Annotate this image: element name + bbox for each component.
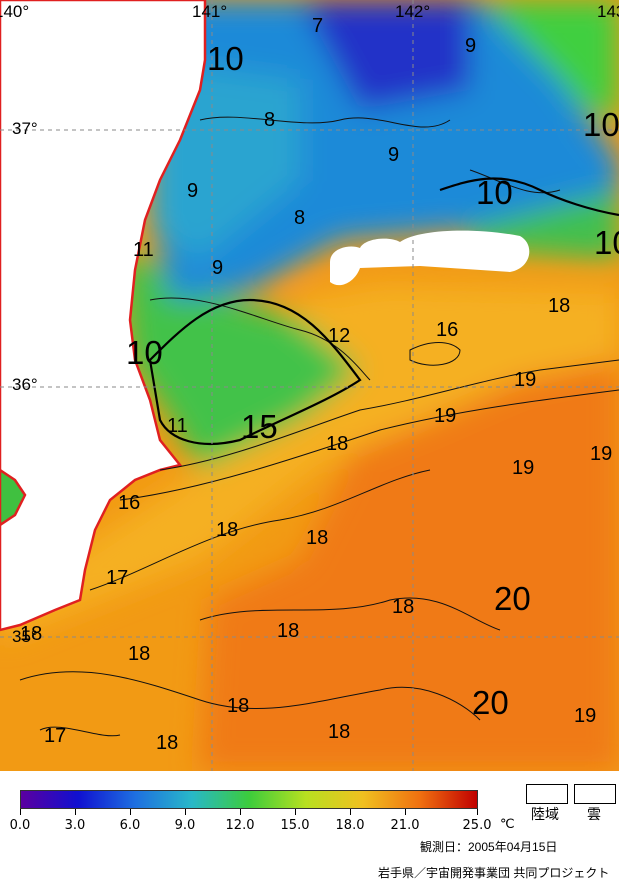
color-bar-tick — [477, 809, 478, 815]
longitude-label-140: 140° — [0, 2, 30, 21]
isotherm-label: 17 — [44, 725, 67, 747]
color-bar-tick — [20, 809, 21, 815]
longitude-label-141: 141° — [192, 2, 228, 21]
isotherm-label: 12 — [328, 325, 351, 347]
isotherm-label: 18 — [128, 643, 151, 665]
land-label: 陸域 — [531, 806, 559, 822]
isotherm-label: 17 — [106, 567, 129, 589]
legend-panel — [0, 771, 619, 881]
credit-text: 岩手県／宇宙開発事業団 共同プロジェクト — [378, 866, 610, 880]
isotherm-label: 18 — [548, 295, 571, 317]
latitude-label-36: 36° — [12, 375, 38, 394]
color-bar-tick-label: 25.0 — [462, 818, 492, 833]
isotherm-label-major: 20 — [472, 684, 509, 721]
color-bar-tick-label: 15.0 — [280, 818, 310, 833]
isotherm-label-major: 10 — [476, 174, 513, 211]
isotherm-label: 18 — [328, 721, 351, 743]
color-bar-tick-label: 0.0 — [9, 818, 31, 833]
land-swatch — [526, 784, 568, 804]
isotherm-label: 9 — [465, 35, 477, 57]
isotherm-label-major: 10 — [207, 40, 244, 77]
isotherm-label-major: 15 — [241, 408, 278, 445]
color-bar-tick-label: 9.0 — [174, 818, 196, 833]
isotherm-label-major: 10 — [583, 106, 619, 143]
isotherm-label: 9 — [388, 144, 400, 166]
color-bar-tick — [295, 809, 296, 815]
isotherm-label: 8 — [264, 109, 276, 131]
temperature-color-bar — [20, 790, 478, 809]
sea-surface-temperature-map — [0, 0, 619, 771]
isotherm-label: 18 — [306, 527, 329, 549]
isotherm-label: 19 — [512, 457, 535, 479]
isotherm-label: 19 — [574, 705, 597, 727]
color-bar-tick — [350, 809, 351, 815]
cloud-swatch — [574, 784, 616, 804]
unit-label: ℃ — [500, 816, 515, 831]
isotherm-label: 11 — [133, 239, 154, 261]
isotherm-label: 18 — [277, 620, 300, 642]
isotherm-label: 18 — [227, 695, 250, 717]
color-bar-tick-label: 3.0 — [64, 818, 86, 833]
isotherm-label: 18 — [216, 519, 239, 541]
color-bar-tick-label: 18.0 — [335, 818, 365, 833]
color-bar-tick — [75, 809, 76, 815]
isotherm-label: 8 — [294, 207, 306, 229]
isotherm-label-major: 10 — [126, 334, 163, 371]
cloud-label: 雲 — [587, 806, 601, 822]
isotherm-label: 7 — [312, 15, 324, 37]
isotherm-label: 19 — [514, 369, 537, 391]
color-bar-tick-label: 21.0 — [390, 818, 420, 833]
longitude-label-143: 143° — [597, 2, 619, 21]
color-bar-tick — [185, 809, 186, 815]
color-bar-tick-label: 12.0 — [225, 818, 255, 833]
observation-date: 観測日：2005年04月15日 — [420, 840, 558, 854]
isotherm-label-major: 10 — [594, 224, 619, 261]
isotherm-label: 19 — [590, 443, 613, 465]
isotherm-label: 11 — [167, 415, 188, 437]
color-bar-tick — [130, 809, 131, 815]
color-bar-tick — [405, 809, 406, 815]
isotherm-label: 18 — [326, 433, 349, 455]
isotherm-label: 9 — [187, 180, 199, 202]
isotherm-label: 16 — [118, 492, 141, 514]
isotherm-label: 9 — [212, 257, 224, 279]
isotherm-label: 18 — [156, 732, 179, 754]
isotherm-label: 18 — [20, 623, 43, 645]
isotherm-label: 19 — [434, 405, 457, 427]
longitude-label-142: 142° — [395, 2, 431, 21]
latitude-label-35: 35° — [12, 627, 38, 646]
isotherm-label-major: 20 — [494, 580, 531, 617]
color-bar-tick-label: 6.0 — [119, 818, 141, 833]
latitude-label-37: 37° — [12, 119, 38, 138]
color-bar-tick — [240, 809, 241, 815]
isotherm-label: 18 — [392, 596, 415, 618]
isotherm-label: 16 — [436, 319, 459, 341]
